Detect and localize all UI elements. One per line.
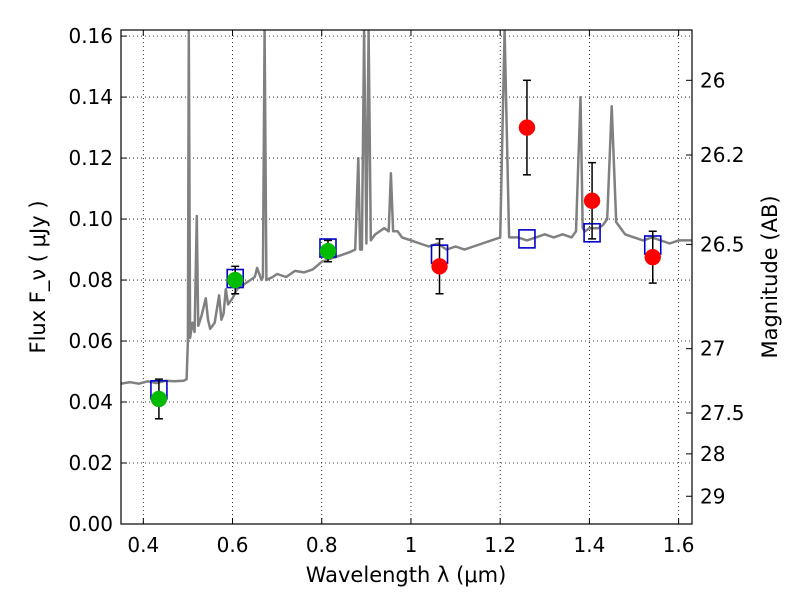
right-tick-label: 27 (700, 337, 725, 361)
y-tick-label: 0.12 (68, 146, 113, 170)
x-tick-label: 1.2 (484, 533, 516, 557)
observed-nir-point (583, 192, 601, 210)
right-tick-label: 26.5 (700, 232, 745, 256)
right-axis-label: Magnitude (AB) (758, 195, 782, 358)
observed-optical-point (150, 390, 168, 408)
x-axis-label: Wavelength λ (μm) (306, 563, 507, 587)
grid (121, 30, 692, 525)
y-tick-label: 0.16 (68, 24, 113, 48)
right-tick-label: 28 (700, 442, 725, 466)
y-tick-label: 0.08 (68, 268, 113, 292)
observed-optical-point (226, 271, 244, 289)
y-tick-label: 0.06 (68, 329, 113, 353)
right-tick-label: 27.5 (700, 401, 745, 425)
y-tick-label: 0.04 (68, 390, 113, 414)
right-tick-label: 26 (700, 68, 725, 92)
y-axis-label: Flux F_ν ( μJy ) (26, 200, 51, 353)
plot-area (121, 30, 692, 420)
x-tick-label: 1.4 (573, 533, 605, 557)
plot-frame (120, 29, 693, 525)
axes: 0.4 0.6 0.8 1 1.2 1.4 1.6 0.00 0.02 0.04 0.06 0.08 0… (68, 24, 744, 557)
observed-nir-point (518, 119, 536, 136)
y-tick-label: 0.02 (68, 451, 113, 475)
y-tick-label: 0.10 (68, 207, 113, 231)
observed-nir-point (431, 258, 448, 275)
right-tick-label: 29 (700, 484, 725, 508)
x-tick-label: 1 (405, 533, 418, 557)
y-tick-label: 0.14 (68, 85, 113, 109)
x-tick-label: 0.4 (127, 533, 159, 557)
model-spectrum-line (121, 30, 692, 385)
x-tick-label: 1.6 (663, 533, 695, 557)
right-tick-label: 26.2 (700, 143, 745, 167)
x-tick-label: 0.8 (306, 533, 338, 557)
y-axis-label-text: Flux F_ν ( μJy ) (26, 200, 51, 353)
x-tick-label: 0.6 (217, 533, 249, 557)
observed-nir-point (644, 248, 661, 266)
y-tick-label: 0.00 (68, 512, 113, 536)
model-photometry-square (518, 229, 536, 249)
observed-optical-point (319, 242, 337, 260)
